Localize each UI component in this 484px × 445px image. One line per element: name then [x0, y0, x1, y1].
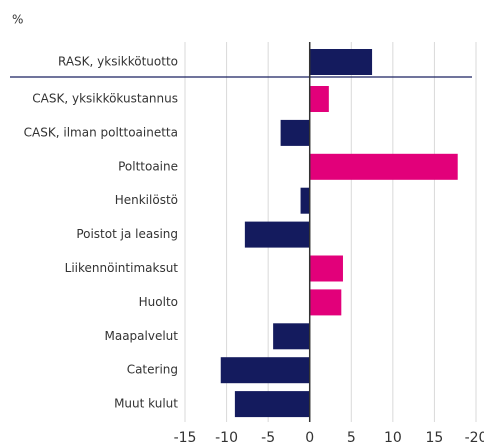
unit-label: %: [12, 13, 23, 27]
category-label: RASK, yksikkötuotto: [58, 55, 178, 69]
x-tick-label: 15: [426, 430, 444, 445]
x-tick-label: -15: [174, 430, 197, 445]
category-label: Catering: [127, 363, 178, 377]
bar: [220, 357, 310, 384]
bar: [273, 323, 310, 350]
bar: [244, 221, 310, 248]
bar: [309, 86, 329, 112]
x-tick-label: 10: [384, 430, 402, 445]
bar: [300, 187, 310, 214]
category-label: Polttoaine: [118, 159, 178, 173]
category-label: CASK, ilman polttoainetta: [24, 125, 178, 139]
x-tick-label: -5: [261, 430, 275, 445]
category-label: Henkilöstö: [115, 193, 178, 207]
bar: [309, 289, 342, 316]
bar: [234, 391, 310, 418]
bar: [309, 153, 458, 180]
x-tick-label: 5: [347, 430, 356, 445]
category-label: Poistot ja leasing: [76, 227, 178, 241]
bar: [309, 49, 373, 75]
bar: [309, 255, 343, 282]
x-tick-label: -20: [465, 430, 484, 445]
category-label: Liikennöintimaksut: [65, 261, 179, 275]
category-label: Maapalvelut: [105, 329, 179, 343]
bar: [280, 119, 310, 146]
category-label: CASK, yksikkökustannus: [32, 92, 178, 106]
x-tick-label: 0: [305, 430, 314, 445]
category-label: Huolto: [139, 295, 178, 309]
x-tick-label: -10: [215, 430, 238, 445]
category-label: Muut kulut: [114, 397, 178, 411]
